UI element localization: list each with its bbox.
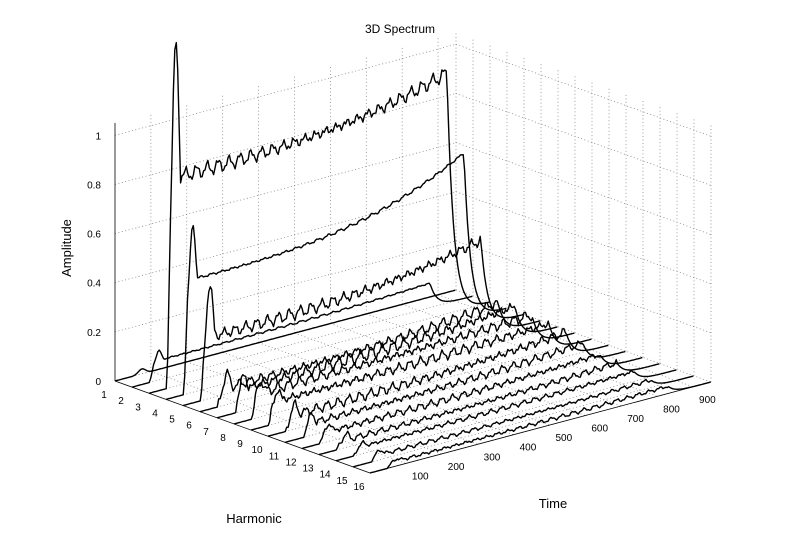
- amplitude-tick-label: 0.2: [87, 328, 101, 339]
- spectrum-trace-harmonic-8: [233, 311, 575, 425]
- harmonic-tick-label: 8: [220, 433, 226, 444]
- grid-line: [114, 142, 457, 234]
- amplitude-tick-label: 0.8: [87, 180, 101, 191]
- chart-title: 3D Spectrum: [365, 22, 435, 36]
- spectrum-trace-harmonic-4: [165, 154, 507, 401]
- spectrum-trace-harmonic-5: [182, 235, 524, 407]
- grid-line: [199, 320, 542, 413]
- time-tick-label: 200: [448, 462, 465, 473]
- spectrum-trace-harmonic-13: [318, 359, 660, 456]
- amplitude-tick-label: 0: [95, 377, 101, 388]
- tick-labels: 00.20.40.60.8112345678910111213141516100…: [87, 131, 716, 493]
- grid-line: [216, 326, 559, 419]
- harmonic-tick-label: 11: [269, 451, 280, 462]
- harmonic-tick-label: 13: [302, 464, 314, 475]
- grid-lines: [114, 32, 712, 474]
- grid-line: [150, 371, 407, 464]
- spectrum-trace-harmonic-1: [114, 289, 456, 382]
- grid-line: [114, 240, 457, 333]
- harmonic-tick-label: 10: [251, 445, 263, 456]
- grid-line: [267, 344, 610, 437]
- grid-line: [284, 350, 627, 443]
- harmonic-tick-label: 16: [353, 482, 365, 493]
- grid-line: [148, 301, 491, 394]
- grid-line: [182, 314, 525, 406]
- time-tick-label: 800: [663, 404, 680, 415]
- z-axis-label: Amplitude: [59, 219, 74, 277]
- spectrum-trace-harmonic-7: [216, 302, 558, 419]
- harmonic-tick-label: 5: [169, 415, 175, 426]
- harmonic-tick-label: 3: [135, 402, 141, 413]
- harmonic-tick-label: 15: [336, 476, 348, 487]
- grid-line: [455, 142, 712, 235]
- spectrum-trace-harmonic-2: [131, 282, 473, 388]
- time-tick-label: 400: [520, 443, 537, 454]
- spectrum-trace-harmonic-16: [369, 381, 711, 474]
- time-tick-label: 500: [555, 433, 572, 444]
- grid-line: [318, 363, 661, 455]
- grid-line: [455, 93, 712, 186]
- grid-line: [455, 240, 712, 334]
- grid-line: [301, 357, 644, 449]
- spectrum-trace-harmonic-14: [335, 369, 677, 462]
- amplitude-tick-label: 1: [95, 131, 101, 142]
- spectrum-trace-harmonic-15: [352, 375, 694, 468]
- harmonic-tick-label: 7: [203, 427, 209, 438]
- harmonic-tick-label: 2: [118, 396, 124, 407]
- spectrum-trace-harmonic-10: [267, 327, 609, 437]
- spectrum-trace-harmonic-12: [301, 353, 643, 450]
- grid-line: [114, 93, 457, 185]
- grid-line: [114, 43, 457, 136]
- spectrum-trace-harmonic-9: [250, 320, 592, 431]
- amplitude-tick-label: 0.4: [87, 279, 101, 290]
- y-axis-line: [369, 381, 712, 474]
- harmonic-tick-label: 6: [186, 421, 192, 432]
- time-tick-label: 900: [699, 395, 716, 406]
- grid-line: [455, 43, 712, 137]
- x-axis-label: Harmonic: [226, 511, 282, 526]
- harmonic-tick-label: 9: [237, 439, 243, 450]
- spectrum-traces: [114, 41, 711, 474]
- grid-line: [222, 351, 478, 445]
- grid-line: [335, 369, 678, 462]
- time-tick-label: 700: [627, 414, 644, 425]
- x-axis-line: [114, 380, 371, 474]
- time-tick-label: 300: [484, 452, 501, 463]
- amplitude-tick-label: 0.6: [87, 230, 101, 241]
- grid-line: [455, 191, 712, 285]
- spectrum-trace-harmonic-6: [199, 300, 541, 413]
- spectrum-trace-harmonic-11: [284, 340, 626, 443]
- harmonic-tick-label: 1: [101, 390, 107, 401]
- spectrum-trace-harmonic-3: [148, 41, 490, 394]
- harmonic-tick-label: 12: [285, 457, 297, 468]
- harmonic-tick-label: 4: [152, 408, 158, 419]
- time-tick-label: 100: [412, 471, 429, 482]
- harmonic-tick-label: 14: [319, 470, 331, 481]
- grid-line: [114, 191, 457, 284]
- time-tick-label: 600: [591, 424, 608, 435]
- y-axis-label: Time: [539, 496, 567, 511]
- grid-line: [131, 295, 474, 388]
- grid-line: [352, 375, 695, 468]
